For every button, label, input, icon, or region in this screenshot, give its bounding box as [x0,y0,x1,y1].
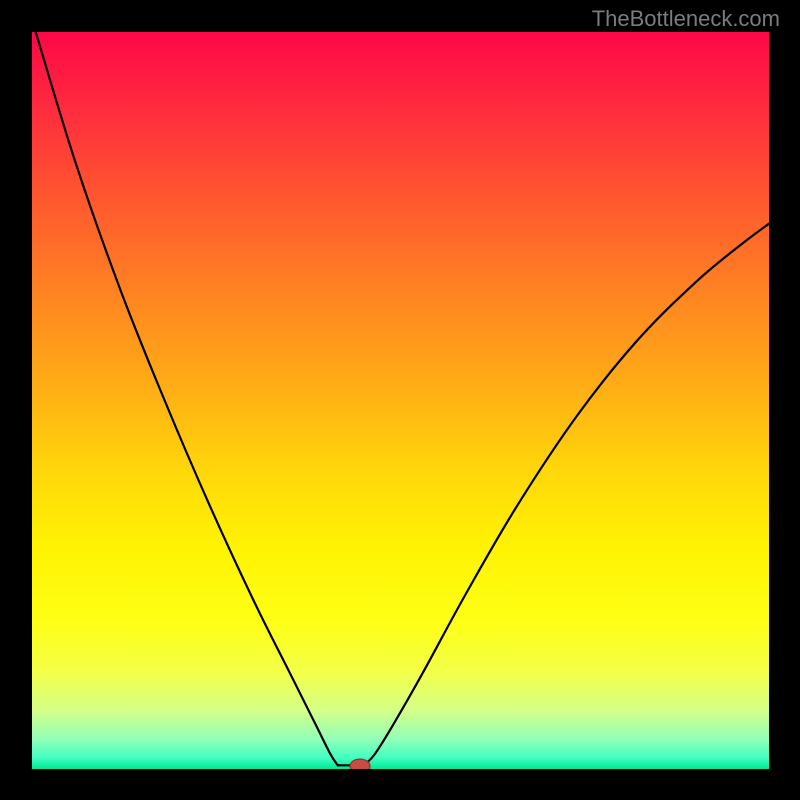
plot-area [32,32,769,769]
watermark-label: TheBottleneck.com [592,6,780,32]
chart-frame: TheBottleneck.com [0,0,800,800]
bottleneck-chart [32,32,769,769]
bottleneck-marker [350,759,370,769]
gradient-background [32,32,769,769]
